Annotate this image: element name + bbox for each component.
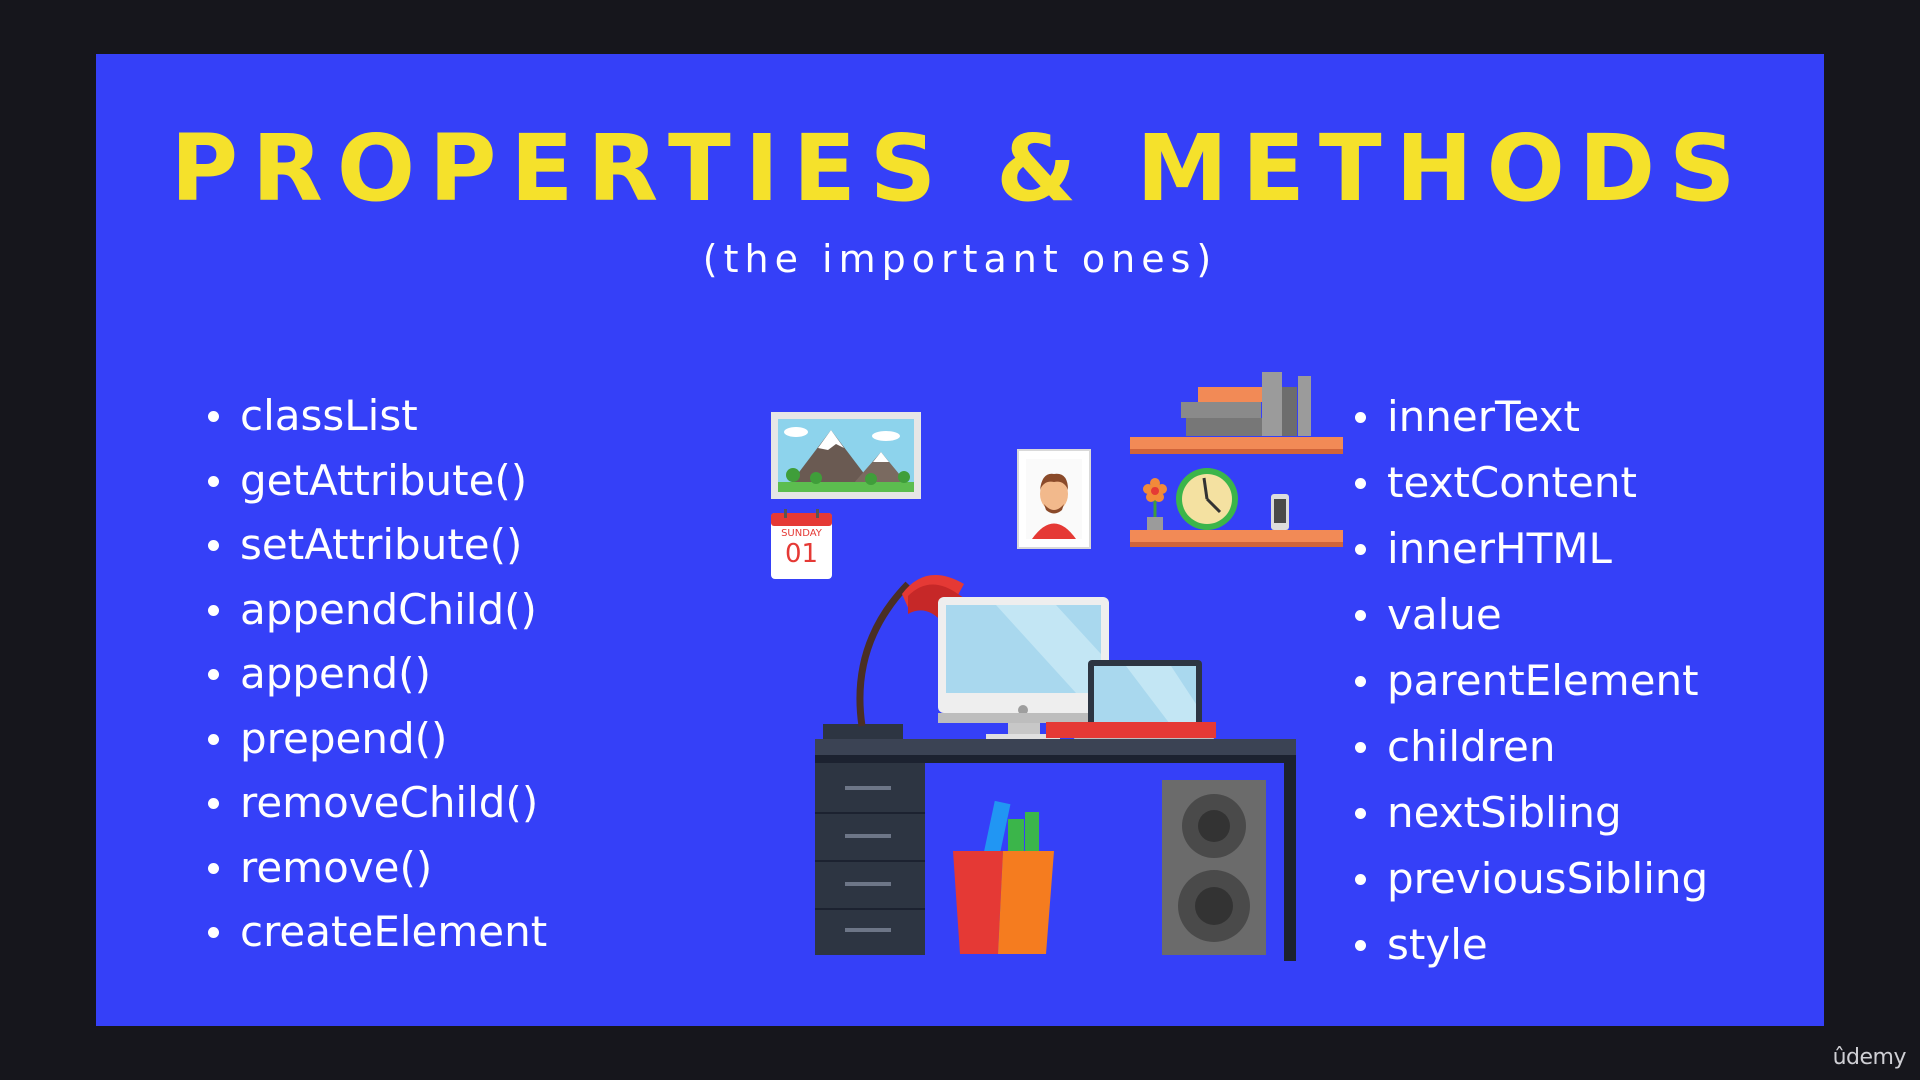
mountain-picture-icon bbox=[771, 412, 921, 499]
list-item: remove() bbox=[206, 836, 547, 901]
monitor-icon bbox=[938, 597, 1109, 740]
list-item: innerHTML bbox=[1353, 516, 1708, 582]
list-item: innerText bbox=[1353, 384, 1708, 450]
list-item: append() bbox=[206, 642, 547, 707]
flower-icon bbox=[1143, 478, 1167, 530]
desk-icon bbox=[815, 739, 1296, 961]
list-item: value bbox=[1353, 582, 1708, 648]
phone-icon bbox=[1271, 494, 1289, 530]
list-item: removeChild() bbox=[206, 771, 547, 836]
list-item: classList bbox=[206, 384, 547, 449]
udemy-logo: ûdemy bbox=[1832, 1045, 1907, 1070]
list-item: nextSibling bbox=[1353, 780, 1708, 846]
slide: PROPERTIES & METHODS (the important ones… bbox=[96, 54, 1824, 1026]
methods-list: classList getAttribute() setAttribute() … bbox=[206, 384, 547, 965]
office-desk-illustration: SUNDAY 01 bbox=[771, 372, 1343, 961]
list-item: textContent bbox=[1353, 450, 1708, 516]
list-item: style bbox=[1353, 912, 1708, 978]
properties-list: innerText textContent innerHTML value pa… bbox=[1353, 384, 1708, 978]
list-item: appendChild() bbox=[206, 578, 547, 643]
slide-title: PROPERTIES & METHODS bbox=[170, 115, 1750, 222]
list-item: parentElement bbox=[1353, 648, 1708, 714]
list-item: setAttribute() bbox=[206, 513, 547, 578]
pencil-cup-icon bbox=[953, 800, 1054, 954]
laptop-icon bbox=[1046, 660, 1218, 744]
calendar-date-label: 01 bbox=[785, 539, 818, 569]
list-item: previousSibling bbox=[1353, 846, 1708, 912]
calendar-day-label: SUNDAY bbox=[781, 528, 823, 539]
bookshelf-icon bbox=[1130, 372, 1343, 454]
portrait-icon bbox=[1017, 449, 1091, 549]
list-item: children bbox=[1353, 714, 1708, 780]
calendar-icon: SUNDAY 01 bbox=[771, 509, 832, 579]
clock-icon bbox=[1176, 468, 1238, 530]
speaker-icon bbox=[1162, 780, 1266, 955]
slide-subtitle: (the important ones) bbox=[702, 237, 1218, 281]
wall-shelf-edge bbox=[1130, 542, 1343, 547]
list-item: prepend() bbox=[206, 707, 547, 772]
list-item: getAttribute() bbox=[206, 449, 547, 514]
list-item: createElement bbox=[206, 900, 547, 965]
